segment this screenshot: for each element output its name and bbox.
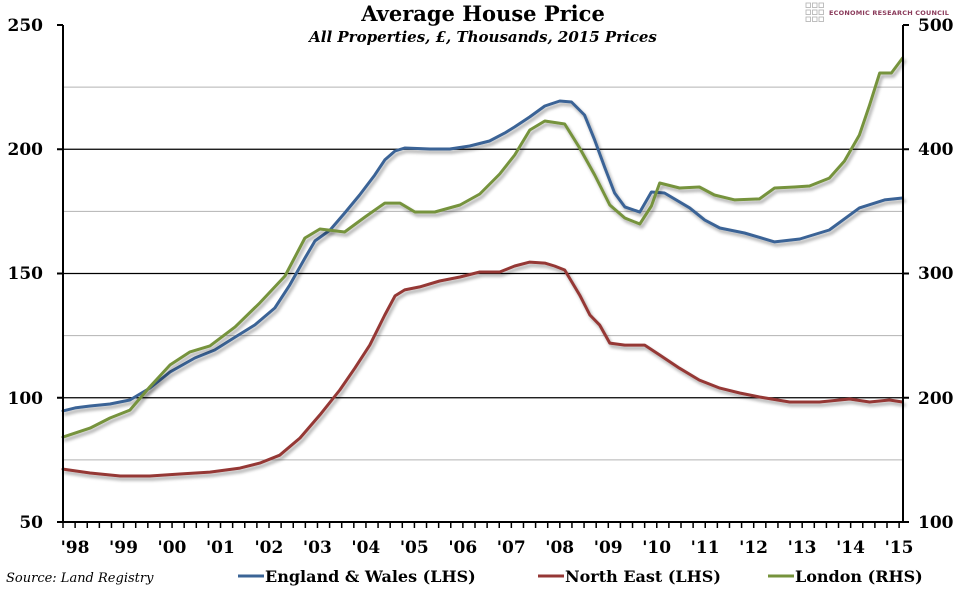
x-tick-label: '05 bbox=[400, 538, 429, 558]
x-tick-label: '02 bbox=[254, 538, 283, 558]
legend-label-london: London (RHS) bbox=[795, 567, 923, 586]
x-tick-label: '12 bbox=[739, 538, 768, 558]
right-y-tick-labels: 500 400 300 200 100 bbox=[918, 16, 954, 533]
x-tick-label: '07 bbox=[497, 538, 526, 558]
x-tick-label: '04 bbox=[351, 538, 380, 558]
x-tick-label: '15 bbox=[885, 538, 914, 558]
left-y-tick-label: 250 bbox=[8, 16, 44, 36]
x-tick-label: '10 bbox=[642, 538, 671, 558]
x-tick-label: '03 bbox=[303, 538, 332, 558]
logo-square bbox=[818, 9, 824, 15]
left-y-tick-label: 50 bbox=[19, 513, 43, 533]
x-tick-label: '14 bbox=[836, 538, 865, 558]
logo-square bbox=[812, 16, 818, 22]
left-y-tick-label: 150 bbox=[8, 264, 44, 284]
logo-square bbox=[805, 2, 811, 8]
legend: England & Wales (LHS) North East (LHS) L… bbox=[238, 567, 923, 586]
right-y-tick-label: 400 bbox=[918, 140, 954, 160]
economic-research-council-logo: ECONOMIC RESEARCH COUNCIL bbox=[805, 2, 949, 22]
left-y-tick-label: 100 bbox=[8, 389, 44, 409]
logo-square bbox=[818, 2, 824, 8]
legend-label-north-east: North East (LHS) bbox=[565, 567, 721, 586]
logo-squares-icon bbox=[805, 2, 824, 22]
chart-title: Average House Price bbox=[360, 1, 605, 26]
legend-item-north-east: North East (LHS) bbox=[538, 567, 721, 586]
logo-square bbox=[805, 9, 811, 15]
x-tick-label: '98 bbox=[61, 538, 90, 558]
x-tick-label: '99 bbox=[109, 538, 138, 558]
logo-square bbox=[818, 16, 824, 22]
x-tick-label: '11 bbox=[691, 538, 720, 558]
chart-subtitle: All Properties, £, Thousands, 2015 Price… bbox=[307, 28, 657, 46]
legend-item-england-wales: England & Wales (LHS) bbox=[238, 567, 476, 586]
logo-square bbox=[812, 2, 818, 8]
series-north-east bbox=[61, 260, 904, 478]
x-tick-label: '13 bbox=[788, 538, 817, 558]
logo-square bbox=[805, 16, 811, 22]
x-tick-labels: '98 '99 '00 '01 '02 '03 '04 '05 '06 '07 '08 '09 '10 '… bbox=[61, 538, 914, 558]
right-y-tick-label: 100 bbox=[918, 513, 954, 533]
left-y-tick-labels: 250 200 150 100 50 bbox=[8, 16, 44, 533]
x-tick-label: '00 bbox=[158, 538, 187, 558]
x-tick-label: '06 bbox=[448, 538, 477, 558]
right-y-tick-label: 500 bbox=[918, 16, 954, 36]
series-london bbox=[61, 56, 904, 439]
legend-label-england-wales: England & Wales (LHS) bbox=[265, 567, 476, 586]
x-tick-label: '01 bbox=[206, 538, 235, 558]
source-note: Source: Land Registry bbox=[6, 571, 154, 586]
left-y-tick-label: 200 bbox=[8, 140, 44, 160]
series-england-wales bbox=[61, 99, 904, 413]
series-layer bbox=[61, 56, 904, 478]
x-tick-label: '09 bbox=[594, 538, 623, 558]
right-y-tick-label: 200 bbox=[918, 389, 954, 409]
x-tick-label: '08 bbox=[545, 538, 574, 558]
logo-text: ECONOMIC RESEARCH COUNCIL bbox=[829, 9, 949, 17]
logo-square bbox=[812, 9, 818, 15]
axis-ticks bbox=[57, 24, 909, 528]
right-y-tick-label: 300 bbox=[918, 264, 954, 284]
legend-item-london: London (RHS) bbox=[768, 567, 923, 586]
